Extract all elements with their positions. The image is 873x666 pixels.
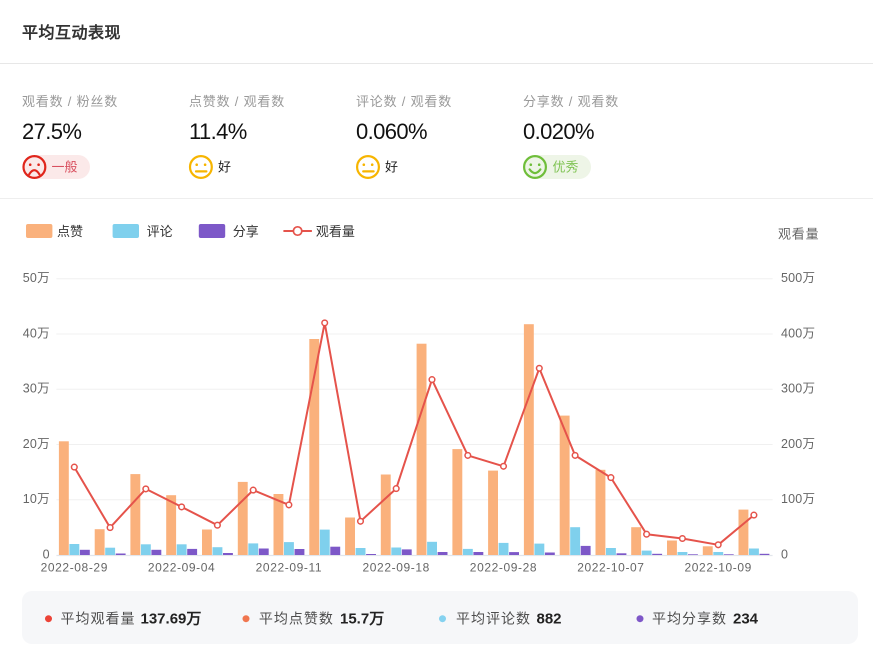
svg-text:好: 好	[385, 160, 398, 175]
svg-text:200万: 200万	[781, 437, 815, 451]
svg-text:882: 882	[537, 611, 562, 628]
svg-text:2022-10-07: 2022-10-07	[577, 561, 644, 575]
svg-text:20万: 20万	[23, 437, 50, 451]
svg-text:10万: 10万	[23, 492, 50, 506]
svg-text:平均评论数: 平均评论数	[456, 611, 531, 627]
svg-text:好: 好	[218, 160, 231, 175]
svg-text:平均观看量: 平均观看量	[61, 611, 136, 627]
svg-text:2022-09-11: 2022-09-11	[256, 561, 323, 575]
svg-text:一般: 一般	[52, 160, 78, 175]
svg-text:观看量: 观看量	[316, 224, 355, 239]
svg-text:2022-09-04: 2022-09-04	[148, 561, 215, 575]
svg-text:40万: 40万	[23, 326, 50, 340]
svg-text:2022-09-28: 2022-09-28	[470, 561, 537, 575]
svg-text:30万: 30万	[23, 382, 50, 396]
svg-text:50万: 50万	[23, 271, 50, 285]
svg-text:点赞: 点赞	[57, 224, 83, 239]
svg-text:0: 0	[781, 547, 788, 561]
svg-text:2022-08-29: 2022-08-29	[41, 561, 108, 575]
svg-text:137.69万: 137.69万	[141, 611, 202, 628]
svg-text:500万: 500万	[781, 271, 815, 285]
svg-text:300万: 300万	[781, 382, 815, 396]
svg-text:2022-10-09: 2022-10-09	[685, 561, 752, 575]
svg-text:分享: 分享	[233, 224, 259, 239]
svg-text:100万: 100万	[781, 492, 815, 506]
svg-text:2022-09-18: 2022-09-18	[363, 561, 430, 575]
svg-text:400万: 400万	[781, 326, 815, 340]
svg-text:15.7万: 15.7万	[340, 611, 384, 628]
svg-text:平均分享数: 平均分享数	[652, 611, 727, 627]
svg-text:评论: 评论	[147, 224, 173, 239]
svg-text:观看量: 观看量	[778, 227, 819, 242]
svg-text:优秀: 优秀	[553, 160, 579, 175]
svg-text:234: 234	[733, 611, 759, 628]
svg-text:平均点赞数: 平均点赞数	[259, 611, 334, 627]
svg-text:0: 0	[43, 547, 50, 561]
